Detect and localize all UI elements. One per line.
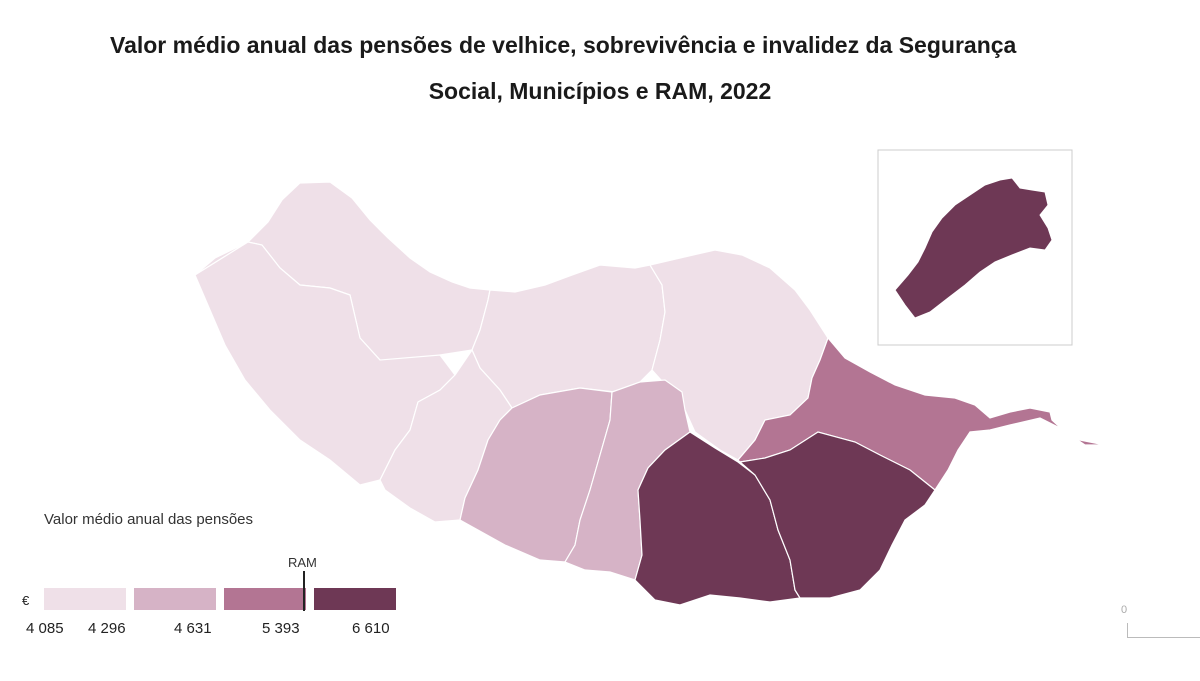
- legend-ram-label: RAM: [288, 555, 317, 570]
- municipalities-class-2: [459, 379, 691, 581]
- municipalities-class-1: [194, 181, 829, 523]
- legend-box-class-3: [224, 588, 306, 610]
- municipalities-class-4: [634, 431, 936, 606]
- porto-santo-inset-frame: [877, 149, 1073, 346]
- legend-label-4: 5 393: [262, 620, 300, 637]
- legend-box-class-4: [314, 588, 396, 610]
- municipalities-class-3: [737, 336, 1106, 491]
- map-title-line-2: Social, Municípios e RAM, 2022: [428, 78, 772, 104]
- map-title-line-1: Valor médio anual das pensões de velhice…: [110, 32, 1017, 58]
- legend-unit: €: [22, 593, 30, 608]
- municipality-porto-santo[interactable]: [894, 177, 1053, 319]
- legend-label-3: 4 631: [174, 620, 212, 637]
- municipality-machico[interactable]: [737, 336, 1106, 491]
- legend-box-class-1: [44, 588, 126, 610]
- legend-label-5: 6 610: [352, 620, 390, 637]
- legend-label-2: 4 296: [88, 620, 126, 637]
- legend-label-1: 4 085: [26, 620, 64, 637]
- legend-title: Valor médio anual das pensões: [44, 511, 254, 528]
- legend-ram-marker: [303, 571, 305, 611]
- scale-bar: [1127, 623, 1200, 638]
- legend-box-class-2: [134, 588, 216, 610]
- scale-bar-zero-label: 0: [1121, 604, 1128, 616]
- municipality-santa-cruz[interactable]: [738, 431, 936, 599]
